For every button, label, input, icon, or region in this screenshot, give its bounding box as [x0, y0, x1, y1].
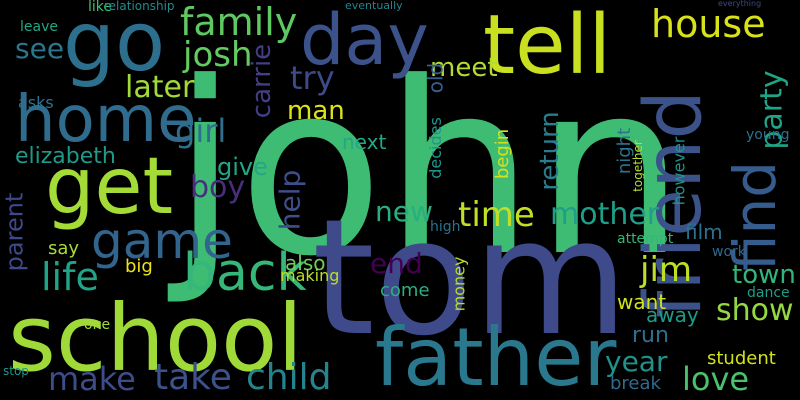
word-help: help	[273, 169, 307, 231]
word-begin: begin	[492, 128, 514, 180]
word-relationship: relationship	[104, 0, 175, 13]
word-student: student	[707, 348, 776, 369]
word-get: get	[45, 142, 174, 232]
word-next: next	[342, 130, 387, 154]
word-boy: boy	[190, 170, 246, 205]
word-come: come	[380, 280, 430, 301]
word-away: away	[646, 303, 699, 327]
word-town: town	[732, 260, 796, 290]
word-mother: mother	[550, 197, 660, 232]
word-work: work	[712, 244, 746, 260]
word-later: later	[125, 70, 195, 105]
word-film: film	[685, 220, 723, 244]
word-back: back	[183, 243, 307, 303]
word-tom: tom	[312, 184, 629, 371]
word-give: give	[217, 153, 268, 181]
word-tell: tell	[483, 0, 612, 93]
word-return: return	[534, 111, 565, 191]
word-however: however	[669, 136, 689, 206]
word-stop: stop	[3, 364, 29, 378]
word-house: house	[651, 2, 766, 46]
word-leave: leave	[20, 19, 58, 35]
word-josh: josh	[183, 35, 253, 75]
word-elizabeth: elizabeth	[15, 144, 116, 169]
word-meet: meet	[430, 53, 498, 83]
word-home: home	[15, 83, 197, 157]
word-also: also	[285, 251, 326, 275]
word-old: old	[423, 62, 448, 94]
word-one: one	[84, 317, 111, 333]
word-school: school	[8, 285, 303, 392]
word-year: year	[605, 345, 668, 378]
word-family: family	[180, 0, 298, 44]
word-decides: decides	[425, 117, 445, 179]
word-child: child	[246, 357, 332, 398]
word-like: like	[88, 0, 113, 15]
word-go: go	[63, 0, 166, 90]
word-carrie: carrie	[247, 43, 278, 119]
word-want: want	[617, 290, 667, 314]
word-girl: girl	[175, 112, 227, 150]
word-end: end	[370, 247, 423, 280]
word-new: new	[375, 195, 433, 228]
word-making: making	[280, 266, 340, 285]
word-make: make	[48, 360, 136, 398]
word-day: day	[300, 0, 429, 81]
word-asks: asks	[18, 93, 54, 112]
word-everything: everything	[718, 0, 762, 8]
word-see: see	[15, 32, 65, 65]
word-man: man	[287, 96, 345, 126]
word-game: game	[91, 212, 233, 270]
word-high: high	[430, 219, 461, 235]
word-money: money	[449, 256, 469, 312]
word-young: young	[746, 127, 790, 143]
word-time: time	[458, 195, 535, 235]
word-love: love	[682, 360, 750, 398]
word-show: show	[716, 293, 794, 328]
word-john: john	[172, 32, 686, 309]
word-take: take	[154, 357, 232, 398]
word-eventually: eventually	[345, 0, 403, 12]
word-run: run	[632, 323, 669, 348]
word-dance: dance	[747, 285, 790, 301]
word-try: try	[290, 59, 335, 97]
word-father: father	[375, 311, 617, 400]
word-attempt: attempt	[617, 231, 674, 247]
word-jim: jim	[640, 250, 693, 290]
word-say: say	[48, 238, 80, 259]
word-together: together	[630, 140, 645, 192]
word-break: break	[610, 373, 661, 394]
word-big: big	[125, 256, 153, 277]
word-life: life	[41, 255, 99, 299]
word-parent: parent	[0, 192, 29, 272]
